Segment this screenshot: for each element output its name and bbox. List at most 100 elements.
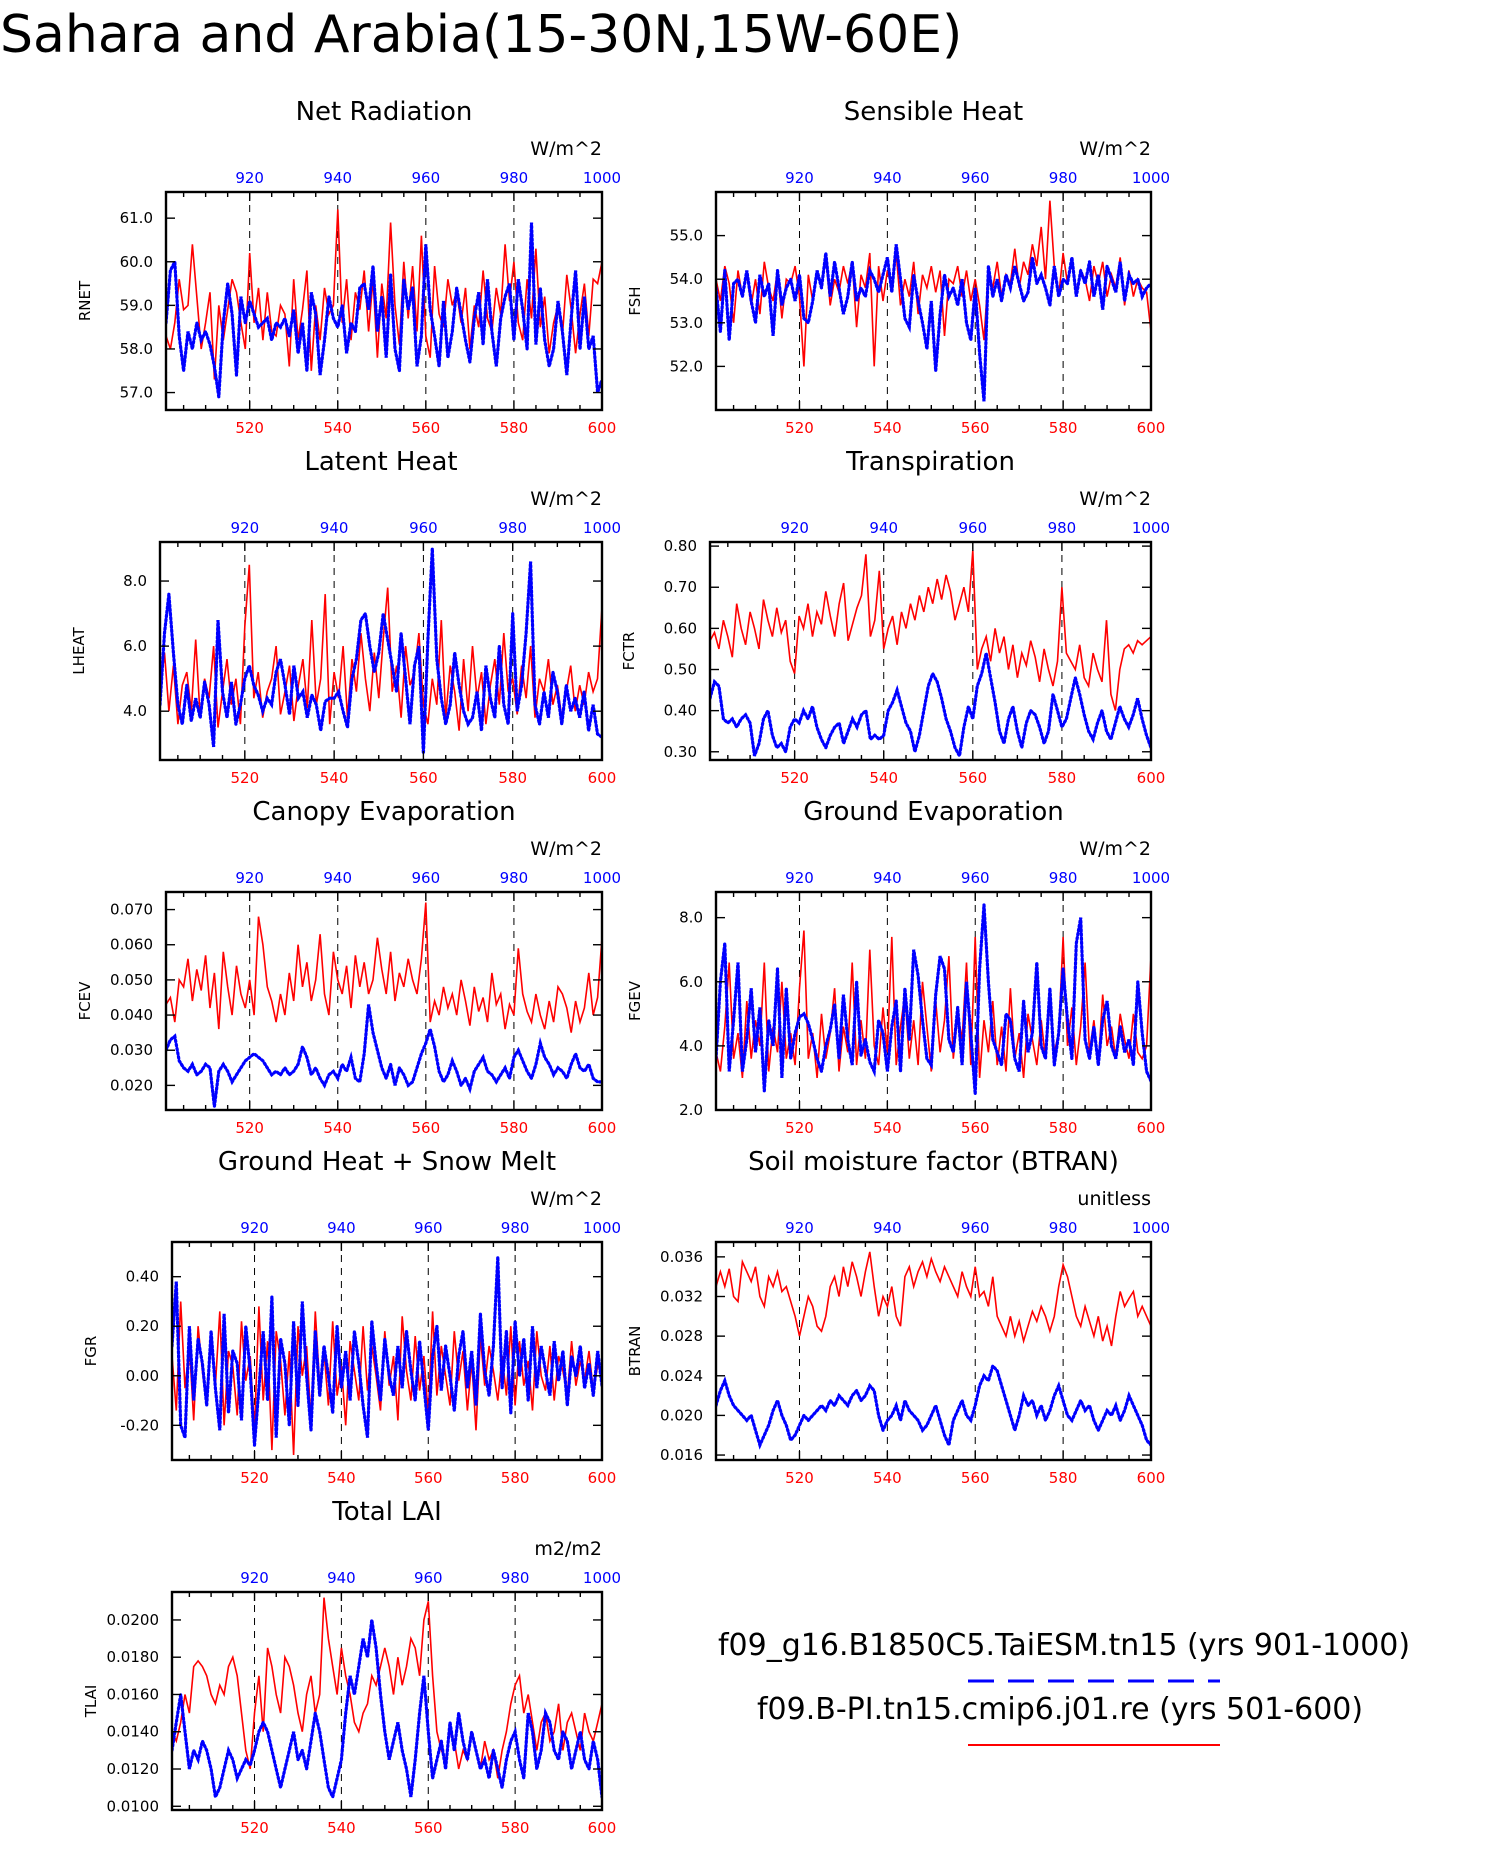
x-tick-label-bottom: 560	[414, 1469, 443, 1487]
series-line-run-a	[160, 564, 602, 731]
y-tick-label: -0.20	[120, 1416, 159, 1434]
x-tick-label-bottom: 540	[327, 1469, 356, 1487]
plot-frame	[170, 1240, 604, 1462]
panel-rnet: Net Radiation W/m^2 RNET 520 540 560 580 600 920…	[76, 97, 621, 437]
panel-title: Sensible Heat	[844, 97, 1023, 127]
x-tick-label-bottom: 600	[1137, 1119, 1166, 1137]
panel-tlai: Total LAI m2/m2 TLAI 520 540 560 580 600 920 940 9…	[82, 1497, 621, 1837]
x-tick-label-top: 940	[327, 1219, 356, 1237]
units-label: W/m^2	[1079, 488, 1151, 510]
x-tick-label-top: 980	[1049, 1219, 1078, 1237]
y-tick-label: 0.70	[664, 578, 697, 596]
x-tick-label-top: 980	[500, 869, 529, 887]
y-tick-label: 0.020	[660, 1406, 703, 1424]
x-tick-label-bottom: 520	[240, 1819, 269, 1837]
x-tick-label-top: 980	[498, 519, 527, 537]
units-label: unitless	[1077, 1188, 1151, 1210]
x-tick-label-bottom: 560	[412, 1119, 441, 1137]
series-line-run-b	[166, 1004, 602, 1107]
panel-title: Soil moisture factor (BTRAN)	[748, 1147, 1119, 1177]
x-tick-label-top: 980	[1049, 169, 1078, 187]
y-tick-label: 4.0	[679, 1037, 703, 1055]
x-tick-label-top: 960	[961, 869, 990, 887]
plot-frame	[170, 1590, 604, 1812]
y-tick-label: 0.040	[110, 1006, 153, 1024]
y-tick-label: 55.0	[670, 227, 703, 245]
y-tick-label: 0.60	[664, 619, 697, 637]
x-tick-label-top: 940	[873, 869, 902, 887]
x-tick-label-top: 940	[323, 869, 352, 887]
y-tick-label: 8.0	[123, 572, 147, 590]
x-tick-label-bottom: 560	[961, 419, 990, 437]
panel-fctr: Transpiration W/m^2 FCTR 520 540 560 580 600 920…	[620, 447, 1170, 787]
x-tick-label-bottom: 540	[320, 769, 349, 787]
y-tick-label: 0.50	[664, 661, 697, 679]
x-tick-label-bottom: 580	[1049, 419, 1078, 437]
y-axis-label: FGEV	[626, 980, 644, 1021]
y-tick-label: 0.0120	[107, 1760, 160, 1778]
x-tick-label-bottom: 520	[231, 769, 260, 787]
y-axis-label: RNET	[76, 280, 94, 321]
y-tick-label: 61.0	[120, 209, 153, 227]
panel-title: Total LAI	[331, 1497, 442, 1527]
x-tick-label-bottom: 520	[780, 769, 809, 787]
y-tick-label: 57.0	[120, 384, 153, 402]
x-tick-label-bottom: 600	[1137, 769, 1166, 787]
units-label: W/m^2	[530, 488, 602, 510]
panel-lheat: Latent Heat W/m^2 LHEAT 520 540 560 580 600 920 9…	[70, 447, 621, 787]
y-tick-label: 0.036	[660, 1248, 703, 1266]
x-tick-label-bottom: 580	[1048, 769, 1077, 787]
series-line-run-b	[710, 652, 1151, 760]
x-tick-label-bottom: 520	[785, 1469, 814, 1487]
y-tick-label: 0.0180	[107, 1648, 160, 1666]
plot-frame	[714, 190, 1153, 412]
x-tick-label-top: 1000	[583, 869, 621, 887]
y-tick-label: 0.40	[126, 1268, 159, 1286]
x-tick-label-top: 960	[961, 169, 990, 187]
y-tick-label: 52.0	[670, 357, 703, 375]
x-tick-label-bottom: 600	[588, 1469, 617, 1487]
y-tick-label: 59.0	[120, 296, 153, 314]
y-tick-label: 2.0	[679, 1101, 703, 1119]
panel-fcev: Canopy Evaporation W/m^2 FCEV 520 540 560 580 6…	[76, 797, 621, 1137]
x-tick-label-bottom: 580	[500, 1119, 529, 1137]
x-tick-label-bottom: 560	[409, 769, 438, 787]
x-tick-label-bottom: 540	[323, 1119, 352, 1137]
units-label: W/m^2	[1079, 138, 1151, 160]
y-axis-label: FCTR	[620, 632, 638, 671]
x-tick-label-top: 940	[869, 519, 898, 537]
x-tick-label-top: 940	[873, 1219, 902, 1237]
y-tick-label: 0.050	[110, 971, 153, 989]
panel-title: Latent Heat	[304, 447, 457, 477]
plot-frame	[164, 890, 604, 1112]
x-tick-label-bottom: 540	[327, 1819, 356, 1837]
y-tick-label: 0.0140	[107, 1723, 160, 1741]
y-axis-label: FGR	[82, 1336, 100, 1367]
x-tick-label-bottom: 540	[873, 419, 902, 437]
x-tick-label-top: 980	[1048, 519, 1077, 537]
series-line-run-a	[166, 209, 602, 380]
plot-frame	[708, 540, 1153, 762]
x-tick-label-top: 960	[412, 869, 441, 887]
y-axis-label: LHEAT	[70, 626, 88, 674]
y-tick-label: 60.0	[120, 253, 153, 271]
series-line-run-b	[716, 1362, 1151, 1451]
x-tick-label-bottom: 560	[412, 419, 441, 437]
x-tick-label-bottom: 580	[1049, 1119, 1078, 1137]
x-tick-label-bottom: 600	[1137, 419, 1166, 437]
x-tick-label-top: 960	[414, 1219, 443, 1237]
panel-title: Ground Evaporation	[803, 797, 1063, 827]
x-tick-label-top: 1000	[583, 1569, 621, 1587]
y-tick-label: 0.00	[126, 1367, 159, 1385]
x-tick-label-top: 960	[414, 1569, 443, 1587]
panels: Net Radiation W/m^2 RNET 520 540 560 580 600 920…	[70, 97, 1170, 1837]
x-tick-label-top: 980	[1049, 869, 1078, 887]
y-tick-label: 0.060	[110, 936, 153, 954]
legend-label-run-b: f09_g16.B1850C5.TaiESM.tn15 (yrs 901-100…	[718, 1628, 1411, 1663]
x-tick-label-top: 960	[961, 1219, 990, 1237]
panel-title: Net Radiation	[296, 97, 473, 127]
x-tick-label-bottom: 580	[501, 1469, 530, 1487]
x-tick-label-top: 980	[500, 169, 529, 187]
y-tick-label: 0.030	[110, 1041, 153, 1059]
